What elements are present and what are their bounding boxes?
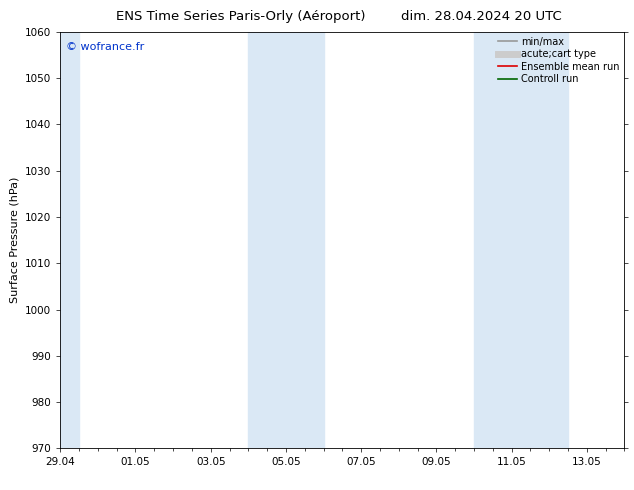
Text: ENS Time Series Paris-Orly (Aéroport): ENS Time Series Paris-Orly (Aéroport): [116, 10, 366, 23]
Bar: [249, 32, 323, 448]
Legend: min/max, acute;cart type, Ensemble mean run, Controll run: min/max, acute;cart type, Ensemble mean …: [496, 35, 621, 86]
Text: dim. 28.04.2024 20 UTC: dim. 28.04.2024 20 UTC: [401, 10, 562, 23]
Text: © wofrance.fr: © wofrance.fr: [66, 42, 144, 52]
Bar: [474, 32, 568, 448]
Y-axis label: Surface Pressure (hPa): Surface Pressure (hPa): [10, 177, 20, 303]
Bar: [60, 32, 79, 448]
